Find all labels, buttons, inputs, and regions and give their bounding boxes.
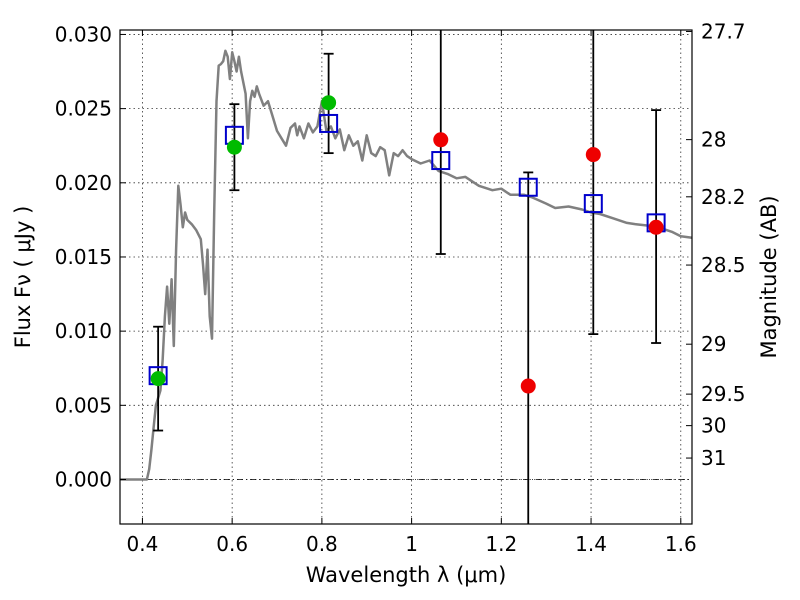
model-photometry-square: [518, 177, 538, 197]
magnitude-tick-label: 27.7: [701, 19, 746, 43]
x-axis-label: Wavelength λ (μm): [306, 563, 507, 587]
magnitude-tick-label: 29: [701, 332, 726, 356]
nir-detection-point: [433, 132, 449, 148]
magnitude-tick-label: 28.5: [701, 253, 746, 277]
y-axis-right-label: Magnitude (AB): [757, 195, 781, 358]
x-tick-label: 1: [405, 532, 418, 556]
model-photometry-square: [431, 151, 451, 171]
magnitude-tick-label: 28: [701, 128, 726, 152]
x-tick-label: 1.6: [665, 532, 697, 556]
magnitude-tick-label: 30: [701, 414, 726, 438]
nir-detection-point: [520, 378, 536, 394]
magnitude-tick-label: 31: [701, 446, 726, 470]
y-tick-label: 0.025: [55, 97, 112, 121]
optical-detection-point: [321, 95, 337, 111]
y-tick-label: 0.015: [55, 245, 112, 269]
x-tick-label: 0.6: [216, 532, 248, 556]
magnitude-tick-label: 29.5: [701, 382, 746, 406]
x-tick-label: 1.2: [485, 532, 517, 556]
y-tick-label: 0.020: [55, 171, 112, 195]
y-tick-label: 0.000: [55, 467, 112, 491]
x-tick-label: 0.8: [306, 532, 338, 556]
x-tick-label: 1.4: [575, 532, 607, 556]
nir-detection-point: [648, 219, 664, 235]
y-tick-label: 0.030: [55, 22, 112, 46]
magnitude-tick-label: 28.2: [701, 185, 746, 209]
axis-ticks: 0.4 0.6 0.8 1 1.2 1.4 1.6 0.000 0.005 0.010 0.015 0…: [55, 19, 746, 556]
y-tick-label: 0.010: [55, 319, 112, 343]
y-axis-label: Flux Fν ( μJy ): [11, 206, 35, 349]
spectrum-line: [120, 49, 693, 481]
x-tick-label: 0.4: [127, 532, 159, 556]
plot-frame: [119, 29, 693, 525]
series-layer: [120, 30, 693, 524]
model-photometry-square: [583, 194, 603, 214]
optical-detection-point: [226, 139, 242, 155]
nir-detection-point: [585, 147, 601, 163]
y-tick-label: 0.005: [55, 393, 112, 417]
model-photometry-square: [319, 113, 339, 133]
optical-detection-point: [150, 371, 166, 387]
